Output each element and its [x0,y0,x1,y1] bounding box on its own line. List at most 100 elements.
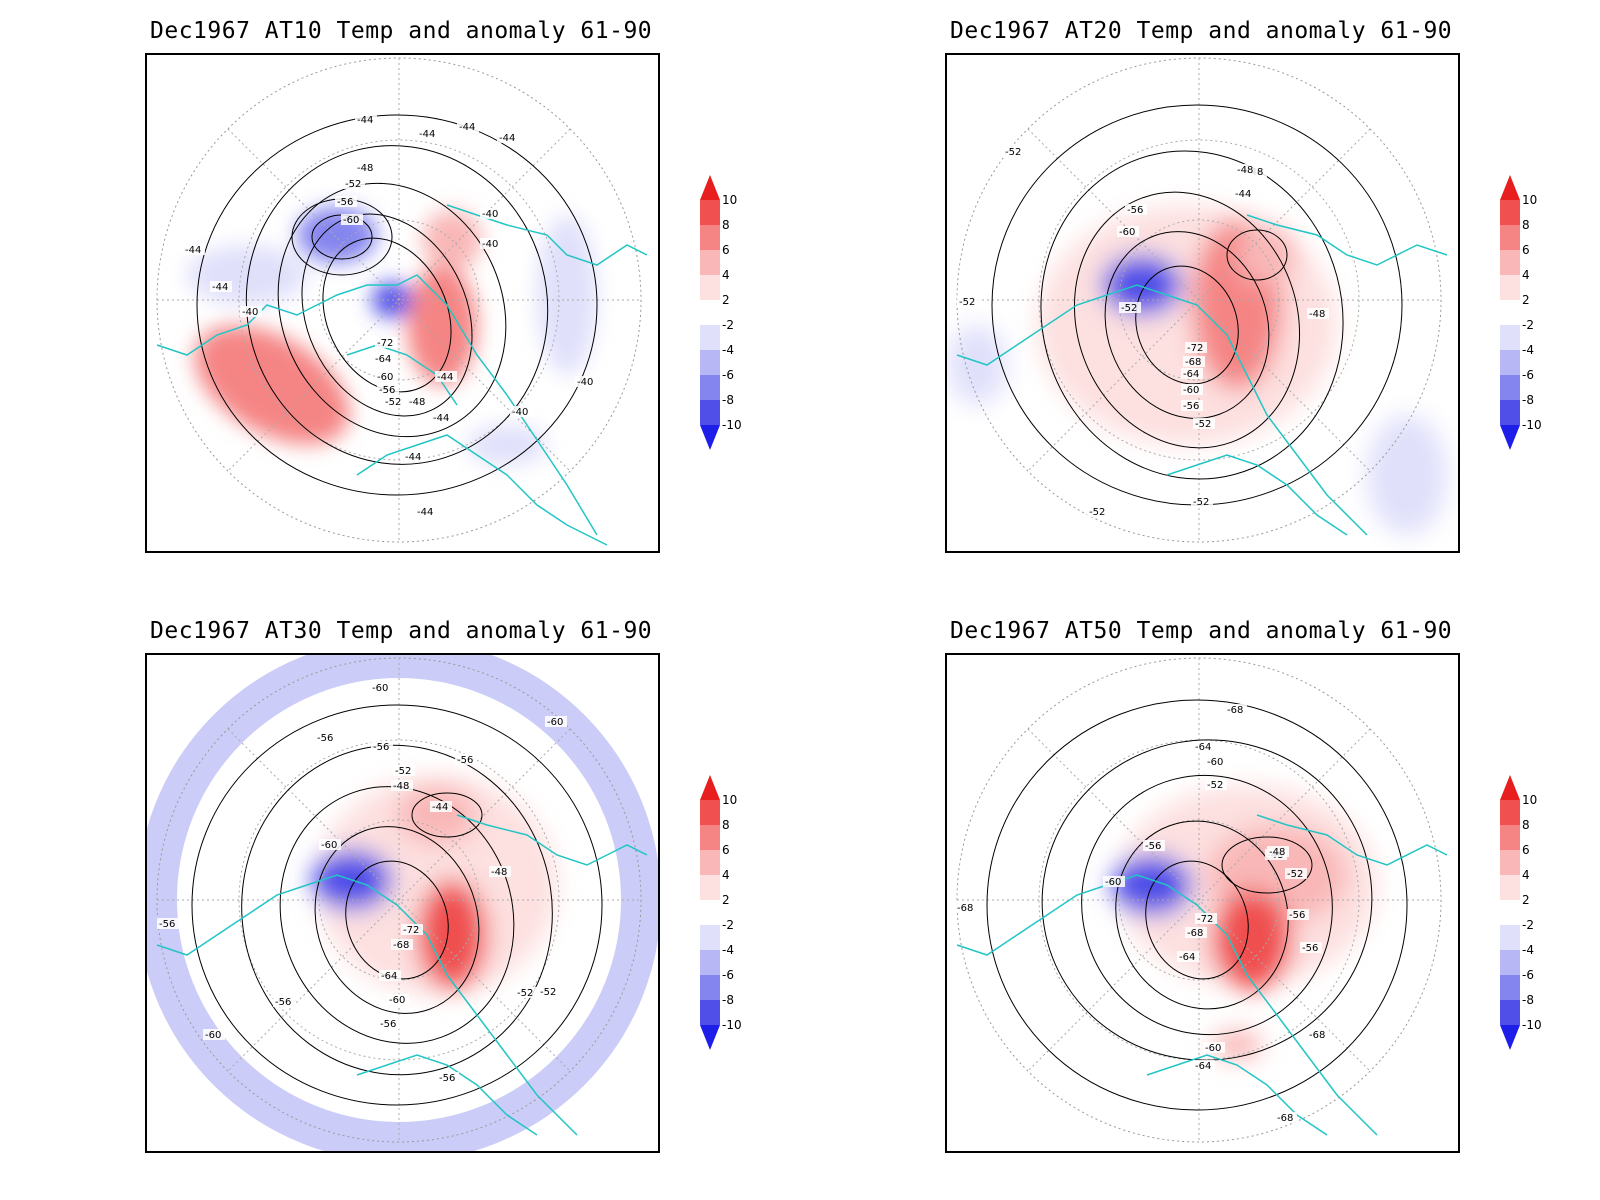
contour-label: -72 [1187,343,1203,354]
contour-label-bg [375,371,397,382]
colorbar: 10 8 6 4 2 -2 -4 -6 -8 -10 [700,775,760,1065]
cbar-label: 4 [722,868,730,882]
contour-label: -64 [1179,952,1195,963]
cbar-label: 2 [1522,893,1530,907]
contour-label-bg [1203,1042,1225,1053]
contour-label-bg [1181,368,1203,379]
cbar-label: -4 [722,943,734,957]
contour-label-bg [355,162,377,173]
contour-label: -52 [1287,869,1303,880]
polar-map: -68-64-60-52-56-48-48-52-60-68-72-68-56-… [945,653,1460,1153]
contour-label: -40 [512,407,528,418]
contour-label: -52 [1207,780,1223,791]
cbar-label: -10 [1522,418,1542,432]
contour-label-bg [210,281,232,292]
colorbar: 10 8 6 4 2 -2 -4 -6 -8 -10 [1500,175,1560,465]
contour-label: -60 [389,995,405,1006]
contour-label: -44 [405,452,421,463]
contour-label-bg [1300,942,1322,953]
contour-label: -56 [379,385,395,396]
contour-label: -64 [1195,742,1211,753]
contour-label: -48 [357,163,373,174]
contour-label-bg [1103,876,1125,887]
contour-label: -60 [1119,227,1135,238]
contour-label-bg [319,839,341,850]
contour-label: -52 [345,179,361,190]
contour-label: -52 [1193,497,1209,508]
contour-label: -56 [373,742,389,753]
contour-label: -40 [577,377,593,388]
contour-label: -52 [540,987,556,998]
contour-label: -56 [380,1019,396,1030]
contour-label: -44 [433,413,449,424]
contour-label-bg [515,987,537,998]
contour-label: -56 [439,1073,455,1084]
contour-label: -64 [375,354,391,365]
panel-title: Dec1967 AT30 Temp and anomaly 61-90 [150,618,653,644]
contour-label: -48 [1309,309,1325,320]
contour-label: -56 [457,755,473,766]
contour-label-bg [1185,342,1207,353]
contour-label: -60 [321,840,337,851]
contour-label-bg [1185,927,1207,938]
cbar-label: 10 [722,193,737,207]
contour-label: -44 [417,507,433,518]
contour-label: -44 [437,372,453,383]
cbar-label: 8 [722,218,730,232]
cbar-label: -8 [1522,393,1534,407]
panel-at10: Dec1967 AT10 Temp and anomaly 61-90 [0,0,800,600]
contour-label: -56 [1183,401,1199,412]
cbar-label: 8 [1522,818,1530,832]
cbar-label: -2 [1522,318,1534,332]
cbar-label: 8 [722,818,730,832]
contour-label-bg [240,306,262,317]
contour-label-bg [1119,302,1141,313]
contour-label: -44 [499,133,515,144]
panel-title: Dec1967 AT10 Temp and anomaly 61-90 [150,18,653,44]
contour-label: -60 [377,372,393,383]
contour-label: -60 [1183,385,1199,396]
cbar-label: -4 [1522,943,1534,957]
cbar-label: -4 [722,343,734,357]
cbar-label: 4 [722,268,730,282]
contour-label-bg [435,371,457,382]
contour-label: -56 [1302,943,1318,954]
contour-label-bg [955,902,977,913]
contour-label-bg [417,128,439,139]
contour-label-bg [373,353,395,364]
contour-label: -44 [185,245,201,256]
contour-label: -40 [482,239,498,250]
contour-label: -56 [159,919,175,930]
cbar-label: 8 [1522,218,1530,232]
contour-label: -56 [1127,205,1143,216]
contour-label: -48 [409,397,425,408]
contour-label: -48 [1269,847,1285,858]
contour-label: -64 [1183,369,1199,380]
contour-label-bg [1233,188,1255,199]
contour-label-bg [391,780,413,791]
contour-label-bg [1125,204,1147,215]
contour-label-bg [1193,741,1215,752]
polar-map: -60 -60 -56 -56 -56 -52 -48 -44 -60 -48 -56 -72 -68 -… [145,653,660,1153]
contour-label-bg [957,296,979,307]
contour-label-bg [371,741,393,752]
contour-label-bg [497,132,519,143]
cbar-label: -6 [722,968,734,982]
colorbar-svg: 10 8 6 4 2 -2 -4 -6 -8 -10 [1500,775,1542,1050]
colorbar-svg: 10 8 6 4 2 -2 -4 -6 -8 -10 [700,175,742,450]
contour-label: -48 [393,781,409,792]
contour-label-bg [1181,384,1203,395]
cbar-label: 4 [1522,268,1530,282]
contour-label-bg [1193,1060,1215,1071]
contour-label-bg [203,1029,225,1040]
cbar-label: 2 [1522,293,1530,307]
contour-label-bg [273,996,295,1007]
contour-label: -40 [242,307,258,318]
contour-label: -68 [1185,357,1201,368]
cbar-label: -10 [722,418,742,432]
cbar-label: 6 [722,243,730,257]
cbar-label: 6 [1522,243,1530,257]
contour-label-bg [1205,779,1227,790]
map-canvas: -52-52-48-48-44-56-60-52-48-72-68-64-60-… [947,57,1448,543]
contour-label: -60 [1105,877,1121,888]
